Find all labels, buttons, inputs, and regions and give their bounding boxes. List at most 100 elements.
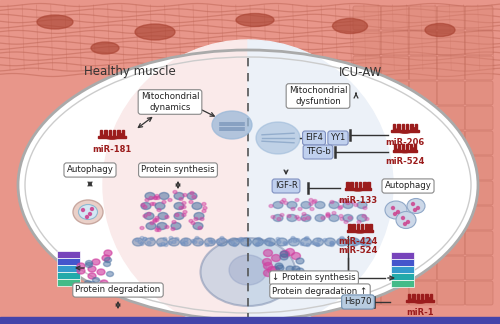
Ellipse shape [202, 210, 206, 213]
Ellipse shape [180, 238, 192, 246]
Bar [108, 130, 111, 136]
Ellipse shape [140, 226, 144, 229]
FancyBboxPatch shape [465, 106, 493, 130]
FancyArrowPatch shape [388, 276, 394, 280]
Ellipse shape [255, 244, 259, 247]
Bar [414, 144, 416, 150]
Ellipse shape [300, 238, 312, 246]
Ellipse shape [280, 214, 284, 216]
FancyBboxPatch shape [437, 6, 465, 30]
Ellipse shape [198, 226, 202, 229]
Ellipse shape [171, 223, 181, 229]
Ellipse shape [269, 242, 273, 246]
Ellipse shape [240, 238, 244, 241]
Ellipse shape [332, 212, 336, 214]
Ellipse shape [88, 213, 92, 215]
Ellipse shape [293, 239, 297, 242]
Ellipse shape [309, 202, 313, 205]
Ellipse shape [311, 241, 315, 245]
Text: TFG-b: TFG-b [306, 147, 330, 156]
Text: miR-1: miR-1 [406, 308, 434, 317]
Ellipse shape [155, 216, 159, 219]
Ellipse shape [348, 216, 352, 219]
Ellipse shape [106, 272, 114, 276]
FancyBboxPatch shape [465, 131, 493, 155]
Ellipse shape [286, 266, 294, 272]
Ellipse shape [326, 213, 330, 215]
FancyBboxPatch shape [353, 156, 381, 180]
Bar [394, 144, 396, 150]
Bar [410, 144, 412, 150]
FancyBboxPatch shape [409, 131, 437, 155]
Ellipse shape [291, 237, 295, 239]
Ellipse shape [288, 239, 292, 242]
Bar [397, 124, 400, 131]
Ellipse shape [209, 240, 213, 244]
Ellipse shape [272, 254, 280, 261]
FancyBboxPatch shape [381, 281, 409, 305]
Bar [363, 182, 366, 189]
Ellipse shape [156, 226, 160, 229]
Bar [406, 300, 434, 302]
FancyBboxPatch shape [58, 265, 80, 272]
Ellipse shape [306, 244, 310, 247]
Ellipse shape [315, 242, 319, 246]
Ellipse shape [154, 196, 158, 200]
FancyBboxPatch shape [381, 6, 409, 30]
Ellipse shape [86, 215, 88, 218]
Ellipse shape [362, 242, 366, 246]
Ellipse shape [104, 250, 112, 256]
Ellipse shape [143, 205, 147, 209]
Ellipse shape [164, 244, 168, 247]
FancyBboxPatch shape [437, 81, 465, 105]
Ellipse shape [343, 214, 353, 222]
Ellipse shape [236, 14, 274, 27]
Ellipse shape [271, 215, 275, 218]
Ellipse shape [199, 241, 203, 245]
Ellipse shape [165, 226, 169, 228]
Bar [416, 294, 419, 301]
FancyBboxPatch shape [437, 181, 465, 205]
Text: miR-424: miR-424 [338, 237, 378, 246]
Ellipse shape [280, 254, 288, 260]
Ellipse shape [258, 240, 262, 244]
Bar [402, 144, 404, 150]
FancyBboxPatch shape [465, 281, 493, 305]
Ellipse shape [171, 227, 175, 230]
Ellipse shape [184, 238, 188, 241]
Ellipse shape [406, 221, 410, 224]
Ellipse shape [157, 223, 167, 229]
Bar [361, 224, 364, 230]
Ellipse shape [305, 237, 309, 239]
Ellipse shape [159, 192, 169, 200]
Ellipse shape [315, 214, 325, 222]
Ellipse shape [284, 202, 288, 204]
Ellipse shape [138, 240, 142, 244]
FancyBboxPatch shape [465, 81, 493, 105]
Ellipse shape [315, 202, 325, 209]
Ellipse shape [37, 15, 73, 29]
Ellipse shape [144, 238, 156, 246]
Ellipse shape [155, 218, 159, 222]
Ellipse shape [182, 202, 186, 204]
Ellipse shape [329, 202, 339, 209]
Ellipse shape [147, 213, 151, 215]
FancyBboxPatch shape [353, 56, 381, 80]
Ellipse shape [270, 267, 280, 273]
Ellipse shape [145, 199, 149, 202]
Ellipse shape [316, 244, 320, 247]
Ellipse shape [368, 239, 372, 242]
Ellipse shape [187, 192, 197, 200]
Bar [370, 224, 372, 230]
Ellipse shape [330, 201, 334, 203]
Bar [392, 150, 417, 152]
Ellipse shape [263, 240, 267, 244]
Ellipse shape [394, 213, 396, 215]
Ellipse shape [179, 206, 183, 210]
Text: Mitochondrial
dysfuntion: Mitochondrial dysfuntion [289, 86, 347, 106]
Ellipse shape [269, 242, 273, 246]
Ellipse shape [86, 262, 92, 268]
Ellipse shape [97, 269, 105, 275]
Ellipse shape [287, 214, 291, 217]
Ellipse shape [313, 200, 317, 202]
